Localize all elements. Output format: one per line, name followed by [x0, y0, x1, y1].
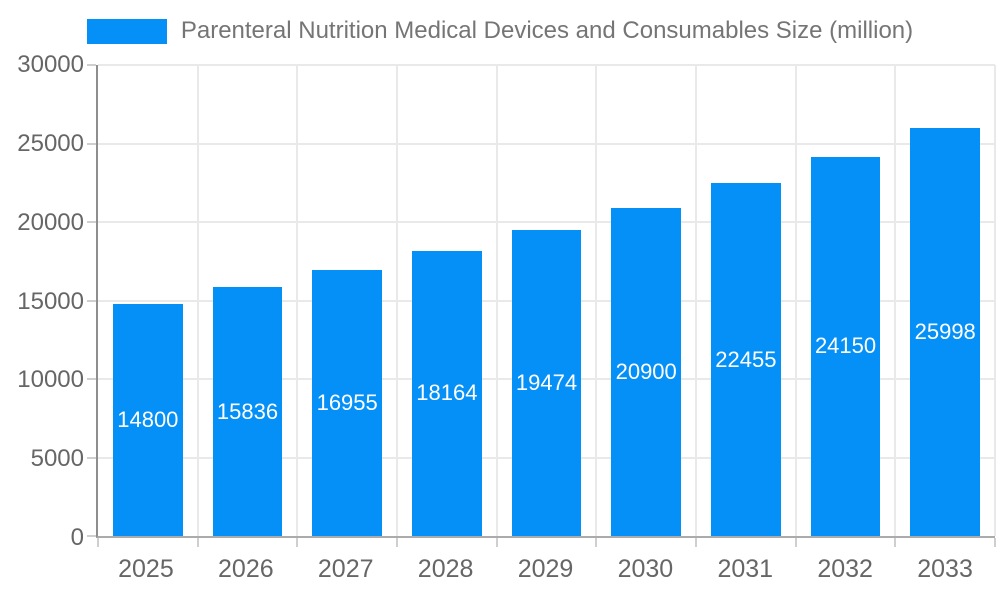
vertical-gridline — [794, 65, 797, 536]
plot-area: 14800 15836 16955 18164 19474 20900 22455 24150… — [87, 64, 996, 547]
x-axis-tick — [894, 538, 897, 547]
bar[interactable]: 19474 — [511, 230, 582, 536]
x-axis-tick — [196, 538, 199, 547]
x-axis-tick-label: 2025 — [118, 555, 174, 583]
bar-column: 14800 — [98, 65, 198, 536]
y-axis-tick — [87, 221, 96, 224]
x-axis-tick — [595, 538, 598, 547]
bar[interactable]: 20900 — [611, 207, 682, 536]
x-axis-tick-label: 2026 — [218, 555, 274, 583]
bar-value-label: 22455 — [715, 346, 777, 372]
x-axis-labels: 2025 2026 2027 2028 2029 2030 2031 2032 2033 — [96, 557, 995, 587]
bar[interactable]: 18164 — [411, 250, 482, 536]
bar-column: 15836 — [198, 65, 298, 536]
y-axis-tick-label: 10000 — [17, 366, 84, 394]
x-axis-tick-label: 2033 — [917, 555, 973, 583]
y-axis-tick — [87, 456, 96, 459]
bar-value-label: 24150 — [814, 333, 877, 359]
bar[interactable]: 15836 — [212, 287, 283, 536]
bar-column: 20900 — [596, 65, 696, 536]
legend-swatch-icon — [86, 18, 167, 44]
y-axis-tick-label: 20000 — [17, 208, 84, 236]
bar-series: 14800 15836 16955 18164 19474 20900 22455 24150… — [98, 65, 995, 536]
y-axis-tick-label: 5000 — [30, 445, 84, 473]
vertical-gridline — [495, 65, 498, 536]
bar[interactable]: 25998 — [910, 127, 981, 536]
bar-value-label: 19474 — [515, 370, 578, 396]
x-axis-tick-label: 2028 — [417, 555, 474, 583]
legend[interactable]: Parenteral Nutrition Medical Devices and… — [0, 17, 1000, 45]
y-axis-tick — [87, 142, 96, 145]
y-axis-tick-label: 30000 — [17, 51, 84, 78]
vertical-gridline — [994, 65, 996, 536]
vertical-gridline — [694, 65, 697, 536]
bar[interactable]: 24150 — [810, 156, 881, 536]
x-axis-tick — [495, 538, 498, 547]
x-axis-tick — [694, 538, 697, 547]
bar-value-label: 15836 — [216, 398, 279, 424]
bar-column: 25998 — [895, 65, 995, 536]
bar[interactable]: 14800 — [112, 303, 183, 536]
y-axis-tick — [87, 535, 96, 537]
bar-value-label: 14800 — [117, 406, 179, 432]
vertical-gridline — [296, 65, 299, 536]
y-axis-tick — [87, 64, 96, 66]
y-axis-tick-label: 25000 — [17, 129, 84, 157]
legend-label: Parenteral Nutrition Medical Devices and… — [180, 17, 914, 44]
x-axis-tick-label: 2029 — [517, 555, 574, 583]
bar-value-label: 18164 — [416, 380, 478, 406]
x-axis-tick — [994, 538, 996, 547]
vertical-gridline — [894, 65, 897, 536]
y-axis-labels: 0 5000 10000 15000 20000 25000 30000 — [0, 53, 84, 550]
bar-value-label: 20900 — [615, 358, 677, 384]
bar[interactable]: 22455 — [710, 183, 781, 536]
vertical-gridline — [395, 65, 398, 536]
bar-column: 24150 — [796, 65, 896, 536]
horizontal-gridline — [98, 142, 995, 145]
y-axis-tick-label: 0 — [70, 524, 84, 551]
bar-value-label: 16955 — [316, 389, 378, 415]
vertical-gridline — [595, 65, 598, 536]
y-axis-tick — [87, 378, 96, 381]
x-axis-tick — [97, 538, 99, 547]
y-axis-tick-label: 15000 — [17, 287, 84, 315]
bar-column: 22455 — [696, 65, 796, 536]
x-axis-tick-label: 2030 — [617, 555, 674, 583]
x-axis-tick-label: 2027 — [317, 555, 374, 583]
x-axis-tick-label: 2032 — [817, 555, 873, 583]
x-axis-tick — [296, 538, 299, 547]
vertical-gridline — [196, 65, 199, 536]
bar[interactable]: 16955 — [312, 269, 383, 536]
x-axis-tick — [794, 538, 797, 547]
bar-value-label: 25998 — [914, 318, 976, 344]
y-axis-tick — [87, 299, 96, 302]
x-axis-tick-label: 2031 — [717, 555, 774, 583]
x-axis-tick — [395, 538, 398, 547]
horizontal-gridline — [98, 221, 995, 224]
bar-column: 19474 — [497, 65, 597, 536]
bar-column: 16955 — [297, 65, 397, 536]
bar-column: 18164 — [397, 65, 497, 536]
horizontal-gridline — [98, 64, 995, 66]
